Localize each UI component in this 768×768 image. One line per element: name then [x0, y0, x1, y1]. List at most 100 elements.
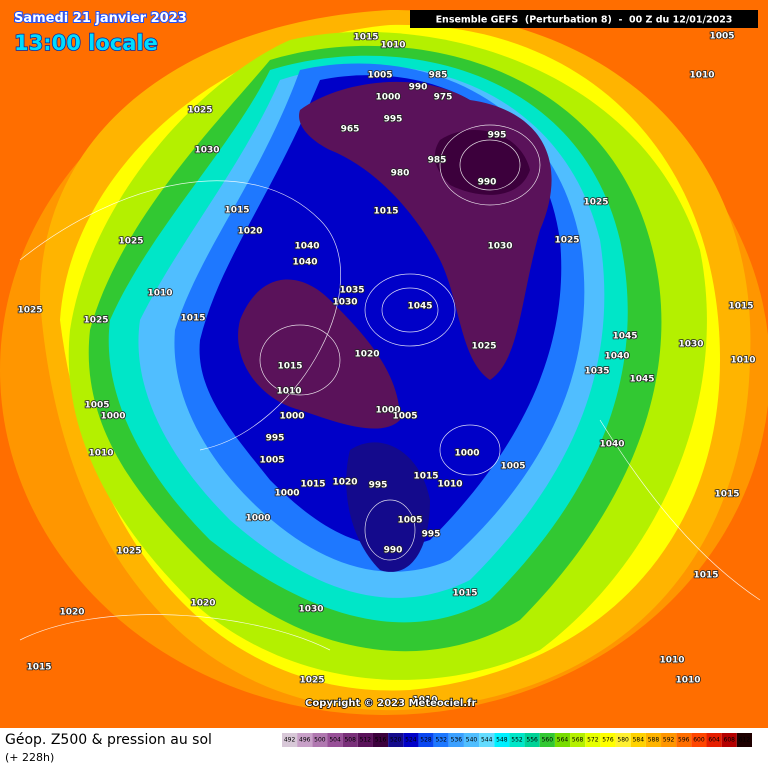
isobar-label: 990 [409, 83, 428, 93]
isobar-label: 1025 [471, 342, 496, 352]
colorbar-label: 536 [451, 737, 463, 744]
isobar-label: 1015 [224, 206, 249, 216]
colorbar-label: 576 [602, 737, 614, 744]
colorbar-swatch [327, 733, 343, 747]
isobar-label: 1015 [413, 472, 438, 482]
isobar-label: 1000 [454, 449, 479, 459]
colorbar-swatch [615, 733, 631, 747]
isobar-label: 1010 [730, 356, 755, 366]
isobar-label: 1030 [332, 298, 357, 308]
isobar-label: 995 [422, 530, 441, 540]
isobar-label: 1020 [354, 350, 379, 360]
isobar-label: 1000 [375, 93, 400, 103]
isobar-label: 1040 [599, 440, 624, 450]
isobar-label: 1015 [353, 33, 378, 43]
isobar-label: 995 [384, 115, 403, 125]
isobar-label: 1045 [629, 375, 654, 385]
colorbar-swatch [312, 733, 328, 747]
colorbar-swatch [479, 733, 495, 747]
colorbar-swatch [570, 733, 586, 747]
isobar-label: 1040 [292, 258, 317, 268]
isobar-label: 1005 [397, 516, 422, 526]
colorbar-label: 508 [344, 737, 356, 744]
isobar-label: 1020 [190, 599, 215, 609]
colorbar-label: 552 [511, 737, 523, 744]
colorbar-label: 592 [663, 737, 675, 744]
colorbar-label: 560 [542, 737, 554, 744]
isobar-label: 1025 [554, 236, 579, 246]
colorbar-swatch [448, 733, 464, 747]
isobar-label: 1015 [714, 490, 739, 500]
isobar-label: 1015 [277, 362, 302, 372]
colorbar-label: 580 [617, 737, 629, 744]
isobar-label: 1020 [59, 608, 84, 618]
colorbar-label: 520 [390, 737, 402, 744]
isobar-label: 985 [428, 156, 447, 166]
copyright: Copyright © 2023 Meteociel.fr [305, 698, 476, 709]
isobar-label: 980 [391, 169, 410, 179]
colorbar-swatch [706, 733, 722, 747]
isobar-label: 1000 [279, 412, 304, 422]
colorbar-label: 528 [420, 737, 432, 744]
isobar-label: 1015 [373, 207, 398, 217]
isobar-label: 1025 [299, 676, 324, 686]
colorbar-swatch [509, 733, 525, 747]
isobar-label: 1015 [693, 571, 718, 581]
isobar-label: 990 [478, 178, 497, 188]
lead-time: (+ 228h) [5, 751, 54, 764]
isobar-label: 1045 [612, 332, 637, 342]
colorbar-label: 572 [587, 737, 599, 744]
colorbar-label: 504 [329, 737, 341, 744]
colorbar-label: 540 [466, 737, 478, 744]
colorbar-label: 524 [405, 737, 417, 744]
isobar-label: 1000 [245, 514, 270, 524]
colorbar-swatch [297, 733, 313, 747]
colorbar-swatch [630, 733, 646, 747]
isobar-label: 1015 [26, 663, 51, 673]
isobar-label: 1010 [437, 480, 462, 490]
isobar-label: 1000 [375, 406, 400, 416]
isobar-label: 1025 [583, 198, 608, 208]
colorbar-swatch [403, 733, 419, 747]
colorbar-swatch [554, 733, 571, 747]
colorbar-label: 516 [375, 737, 387, 744]
isobar-label: 1015 [180, 314, 205, 324]
colorbar-label: 548 [496, 737, 508, 744]
colorbar-label: 532 [435, 737, 447, 744]
isobar-label: 1010 [276, 387, 301, 397]
colorbar-swatch [342, 733, 358, 747]
colorbar-swatch [736, 733, 752, 747]
colorbar-label: 500 [314, 737, 326, 744]
isobar-label: 1010 [380, 41, 405, 51]
colorbar-label: 608 [724, 737, 736, 744]
colorbar-swatch [494, 733, 510, 747]
isobar-label: 1005 [367, 71, 392, 81]
isobar-label: 1020 [332, 478, 357, 488]
colorbar-swatch [433, 733, 449, 747]
colorbar-label: 492 [284, 737, 296, 744]
run-info-box [410, 10, 758, 28]
colorbar-label: 588 [648, 737, 660, 744]
isobar-label: 1015 [728, 302, 753, 312]
colorbar-label: 512 [360, 737, 372, 744]
isobar-label: 1000 [274, 489, 299, 499]
isobar-label: 995 [488, 131, 507, 141]
isobar-label: 1030 [487, 242, 512, 252]
colorbar-swatch [721, 733, 737, 747]
isobar-label: 1040 [604, 352, 629, 362]
colorbar-swatch [463, 733, 480, 747]
colorbar-swatch [282, 733, 298, 747]
colorbar-swatch [357, 733, 373, 747]
isobar-label: 1010 [675, 676, 700, 686]
isobar-label: 1005 [392, 412, 417, 422]
isobars [19, 124, 761, 651]
isobar-label: 1015 [300, 480, 325, 490]
isobar-label: 1010 [412, 696, 437, 706]
colorbar-swatch [661, 733, 677, 747]
isobar-label: 1030 [194, 146, 219, 156]
isobar-label: 1025 [118, 237, 143, 247]
colorbar-swatch [600, 733, 616, 747]
colorbar-label: 568 [572, 737, 584, 744]
